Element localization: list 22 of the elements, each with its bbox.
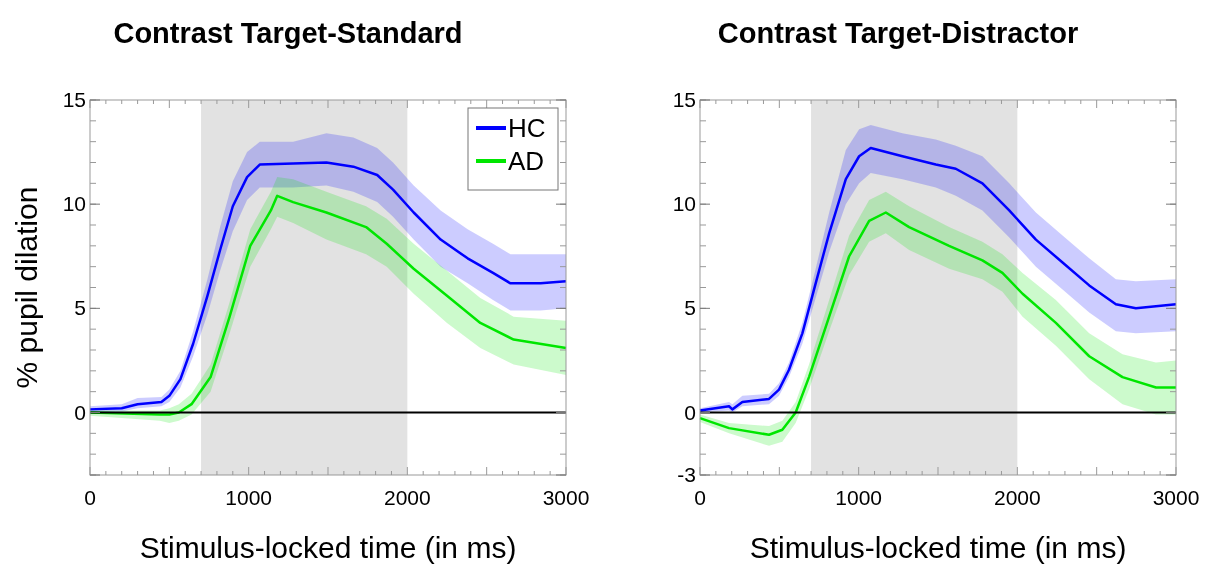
y-tick-label: 5 [684, 296, 696, 320]
x-tick-label: 3000 [542, 486, 590, 509]
y-tick-label: 15 [62, 88, 86, 111]
x-tick-label: 1000 [225, 486, 273, 509]
chart-title: Contrast Target-Distractor [717, 17, 1079, 49]
legend-label: HC [508, 113, 546, 143]
y-tick-label: 10 [62, 192, 86, 216]
y-tick-label: 10 [672, 192, 696, 216]
x-axis-title: Stimulus-locked time (in ms) [749, 531, 1127, 564]
y-tick-label: 0 [74, 400, 86, 424]
x-tick-label: 3000 [1152, 486, 1200, 509]
x-tick-label: 2000 [383, 486, 431, 509]
x-tick-label: 1000 [835, 486, 883, 509]
y-tick-label: 0 [684, 400, 696, 424]
y-axis-title: % pupil dilation [10, 186, 43, 389]
y-tick-label: 15 [672, 88, 696, 111]
y-tick-label: -3 [677, 463, 696, 486]
x-axis-title: Stimulus-locked time (in ms) [139, 531, 517, 564]
y-tick-label: 5 [74, 296, 86, 320]
x-tick-label: 2000 [993, 486, 1041, 509]
chart-title: Contrast Target-Standard [113, 17, 463, 49]
legend-label: AD [508, 146, 545, 176]
